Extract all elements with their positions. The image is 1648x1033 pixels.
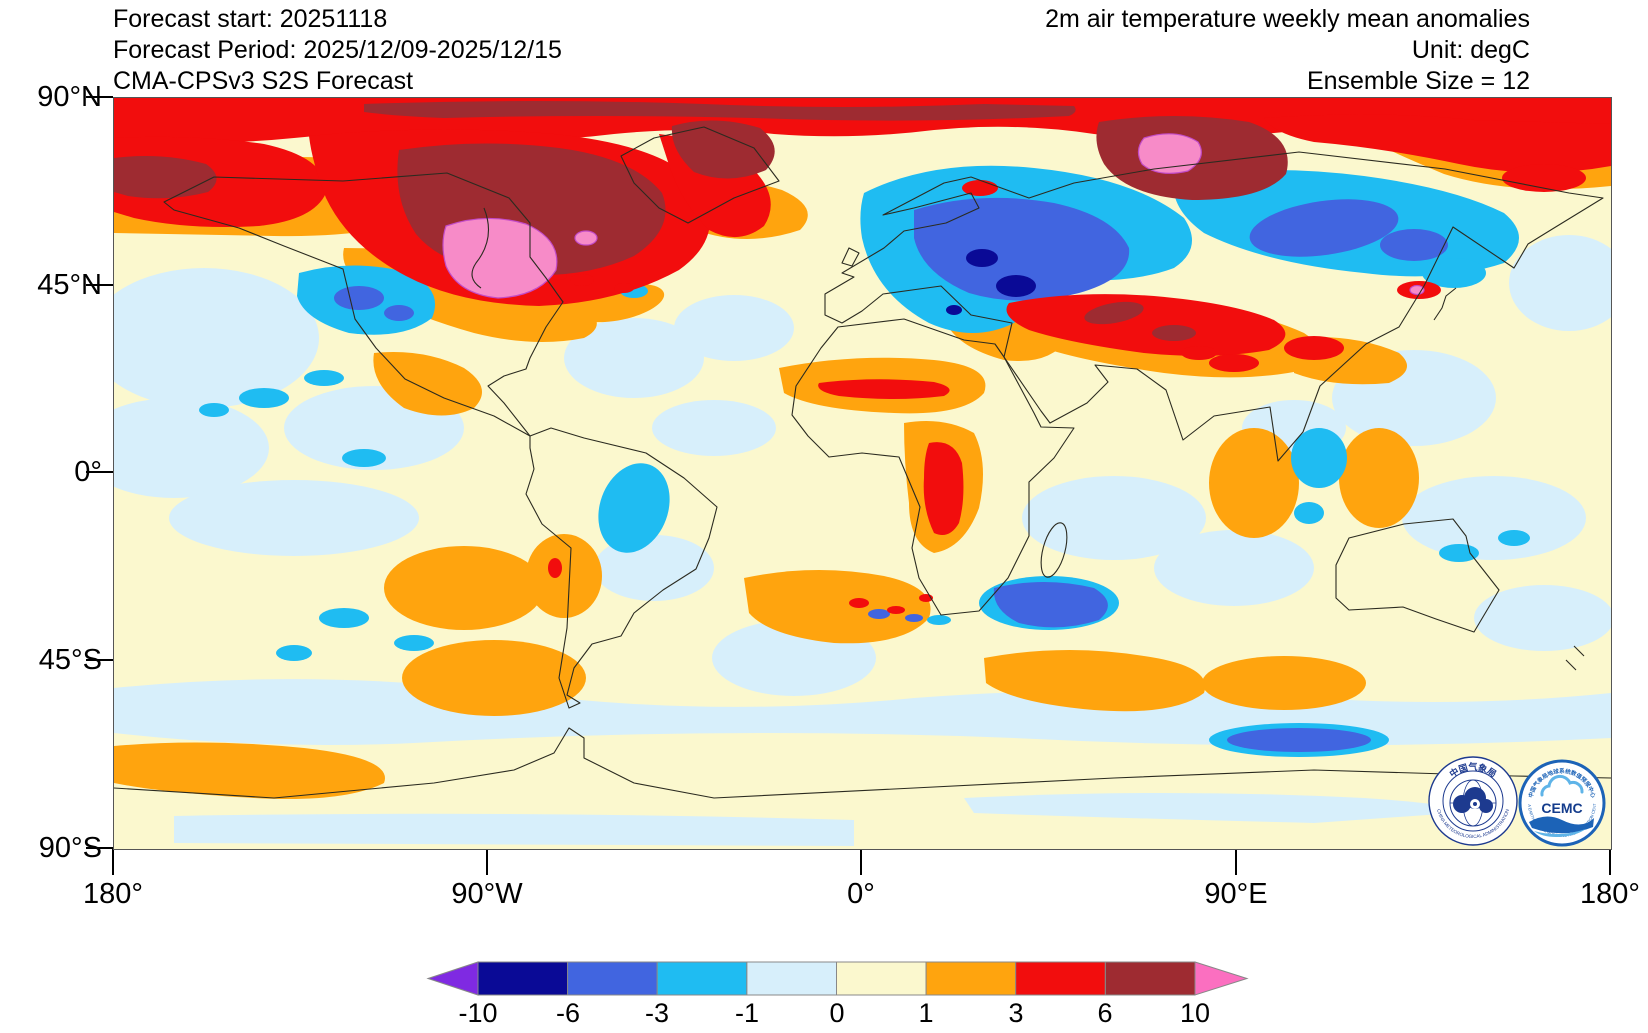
lon-tick-90e (1235, 849, 1237, 875)
colorbar-bin-3 (746, 961, 837, 996)
map-panel: 中国气象局 CHINA METEOROLOGICAL ADMINISTRATIO… (113, 97, 1612, 850)
colorbar-tick-0: 0 (829, 998, 845, 1028)
lon-tick-180e (1609, 849, 1611, 875)
model-name-line: CMA-CPSv3 S2S Forecast (113, 67, 414, 95)
ensemble-size-line: Ensemble Size = 12 (1306, 67, 1530, 95)
colorbar-bin-7 (1104, 961, 1196, 996)
colorbar-tick-3: 3 (1008, 998, 1024, 1028)
colorbar-tick-1: 1 (918, 998, 934, 1028)
header-right: 2m air temperature weekly mean anomalies… (1045, 4, 1530, 97)
cma-logo: 中国气象局 CHINA METEOROLOGICAL ADMINISTRATIO… (1428, 756, 1518, 846)
lon-label-180w: 180° (83, 878, 143, 910)
lat-tick-90n (86, 96, 113, 98)
colorbar-tick--6: -6 (555, 998, 580, 1028)
lon-tick-0 (860, 849, 862, 875)
unit-line: Unit: degC (1411, 36, 1530, 64)
lon-tick-90w (486, 849, 488, 875)
cemc-cloud-icon (1540, 774, 1584, 797)
lat-tick-90s (86, 847, 113, 849)
cemc-logo-acronym: CEMC (1541, 800, 1582, 816)
colder-layer (334, 197, 1448, 752)
plot-title: 2m air temperature weekly mean anomalies (1045, 5, 1530, 33)
colorbar-bin-1 (567, 961, 658, 996)
cma-globe-cloud-icon (1449, 779, 1497, 827)
coldest-layer (946, 249, 1036, 315)
colorbar-bin-4 (836, 961, 927, 996)
lon-label-0: 0° (847, 878, 875, 910)
colorbar-bin-0 (477, 961, 569, 996)
colorbar-tick--10: -10 (458, 998, 498, 1028)
anomaly-field (114, 98, 1611, 849)
colorbar-tick--1: -1 (734, 998, 759, 1028)
anomaly-map: 中国气象局 CHINA METEOROLOGICAL ADMINISTRATIO… (114, 98, 1611, 849)
colorbar (426, 961, 1249, 996)
forecast-period-line: Forecast Period: 2025/12/09-2025/12/15 (113, 36, 562, 64)
cemc-wave-icon (1529, 816, 1594, 837)
lon-tick-180w (112, 849, 114, 875)
lon-label-90w: 90°W (451, 878, 523, 910)
header-left: Forecast start: 20251118 Forecast Period… (113, 4, 562, 97)
extreme-warm-layer (442, 133, 1425, 299)
lat-tick-0 (86, 471, 113, 473)
lon-label-180e: 180° (1580, 878, 1640, 910)
colorbar-bin-2 (656, 961, 748, 996)
lat-tick-45n (86, 284, 113, 286)
colorbar-above-arrow (1194, 961, 1249, 996)
colorbar-below-arrow (426, 961, 479, 996)
coastlines (114, 126, 1611, 799)
lon-label-90e: 90°E (1204, 878, 1268, 910)
forecast-start-line: Forecast start: 20251118 (113, 5, 388, 33)
colorbar-bin-5 (925, 961, 1017, 996)
colorbar-tick-6: 6 (1097, 998, 1113, 1028)
lat-tick-45s (86, 659, 113, 661)
colorbar-tick--3: -3 (644, 998, 669, 1028)
colorbar-bin-6 (1015, 961, 1106, 996)
colorbar-tick-10: 10 (1179, 998, 1211, 1028)
